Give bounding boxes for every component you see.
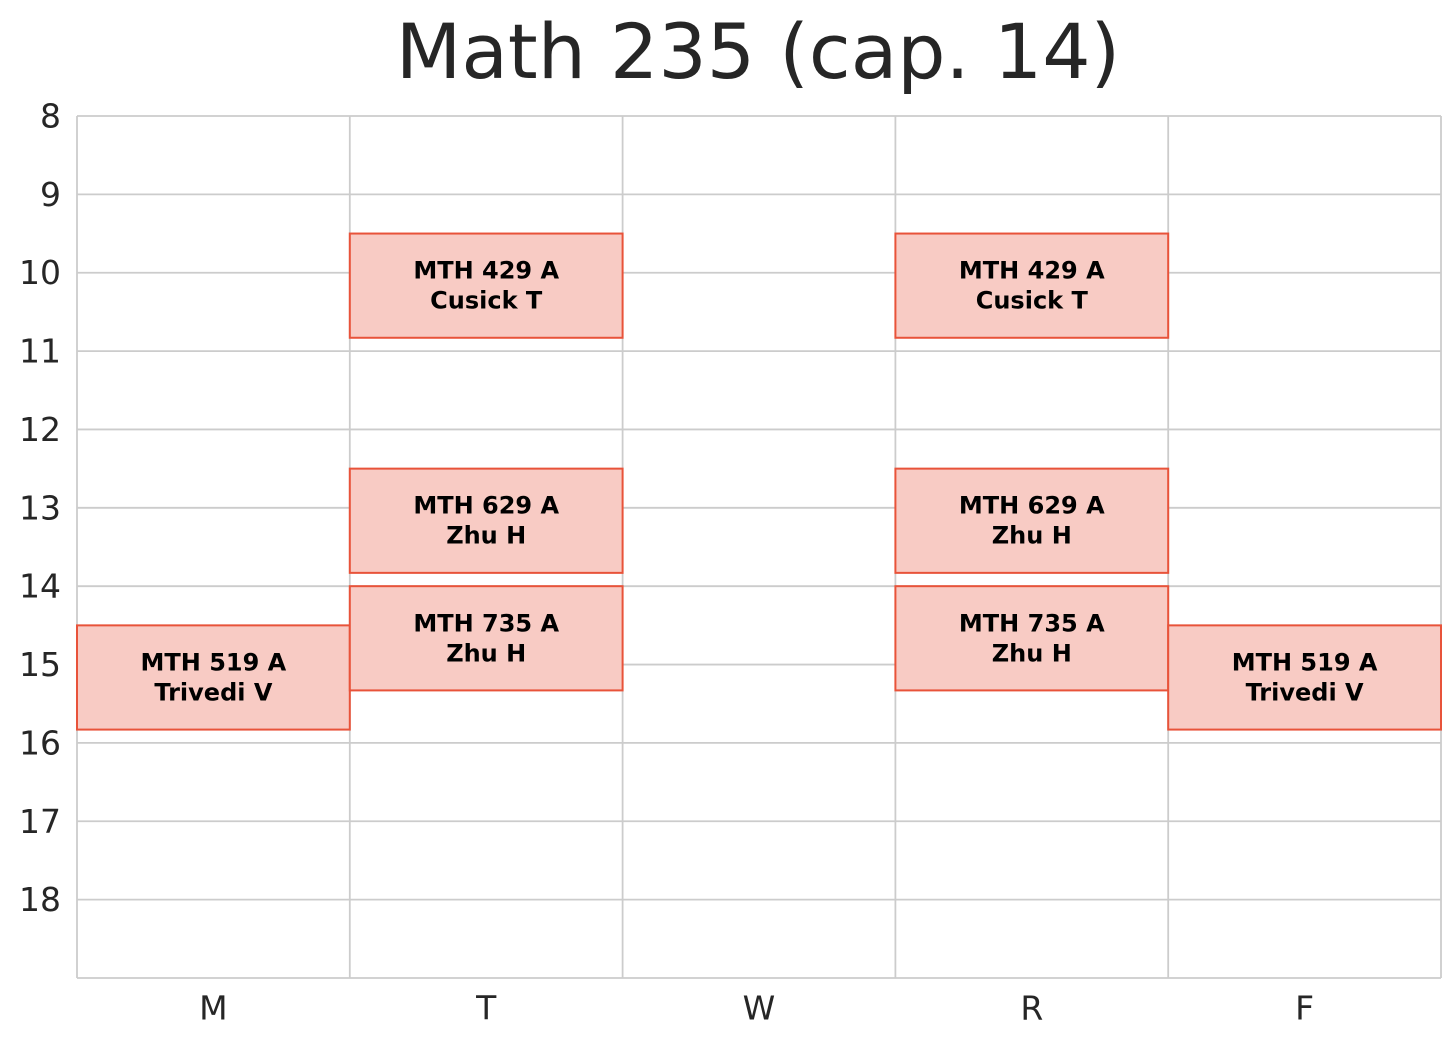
course-block-rect[interactable] bbox=[894, 232, 1170, 339]
x-tick-label: T bbox=[475, 989, 497, 1028]
course-block-rect[interactable] bbox=[76, 624, 351, 731]
course-code-label: MTH 519 A bbox=[1232, 648, 1378, 676]
course-code-label: MTH 429 A bbox=[413, 257, 559, 285]
y-tick-label: 12 bbox=[19, 410, 61, 449]
course-code-label: MTH 519 A bbox=[141, 648, 287, 676]
chart-title: Math 235 (cap. 14) bbox=[396, 7, 1120, 96]
instructor-label: Zhu H bbox=[446, 639, 526, 667]
course-code-label: MTH 629 A bbox=[413, 492, 559, 520]
y-tick-label: 8 bbox=[40, 97, 61, 136]
course-block-rect[interactable] bbox=[348, 585, 624, 692]
instructor-label: Trivedi V bbox=[154, 678, 272, 706]
y-tick-label: 13 bbox=[19, 488, 61, 527]
x-tick-label: F bbox=[1295, 989, 1314, 1028]
instructor-label: Cusick T bbox=[976, 287, 1089, 315]
y-tick-label: 11 bbox=[19, 332, 61, 371]
course-block-rect[interactable] bbox=[348, 232, 624, 339]
y-tick-label: 18 bbox=[19, 880, 61, 919]
y-tick-label: 15 bbox=[19, 645, 61, 684]
course-block-rect[interactable] bbox=[1167, 624, 1442, 731]
y-tick-label: 14 bbox=[19, 567, 61, 606]
course-code-label: MTH 735 A bbox=[413, 609, 559, 637]
instructor-label: Zhu H bbox=[992, 639, 1072, 667]
instructor-label: Trivedi V bbox=[1246, 678, 1364, 706]
instructor-label: Zhu H bbox=[446, 522, 526, 550]
grid-layer bbox=[76, 115, 1442, 979]
course-code-label: MTH 735 A bbox=[959, 609, 1105, 637]
instructor-label: Zhu H bbox=[992, 522, 1072, 550]
instructor-label: Cusick T bbox=[430, 287, 543, 315]
x-tick-label: R bbox=[1020, 989, 1043, 1028]
y-tick-label: 9 bbox=[40, 175, 61, 214]
y-tick-label: 17 bbox=[19, 802, 61, 841]
x-tick-label: W bbox=[743, 989, 776, 1028]
course-block-rect[interactable] bbox=[348, 467, 624, 574]
course-code-label: MTH 629 A bbox=[959, 492, 1105, 520]
course-block-rect[interactable] bbox=[894, 585, 1170, 692]
x-tick-label: M bbox=[199, 989, 227, 1028]
y-tick-label: 16 bbox=[19, 723, 61, 762]
y-tick-label: 10 bbox=[19, 253, 61, 292]
axes-layer: 8 9 10 11 12 13 14 15 16 17 18 M T W R F bbox=[19, 97, 1314, 1028]
course-block-rect[interactable] bbox=[894, 467, 1170, 574]
course-code-label: MTH 429 A bbox=[959, 257, 1105, 285]
